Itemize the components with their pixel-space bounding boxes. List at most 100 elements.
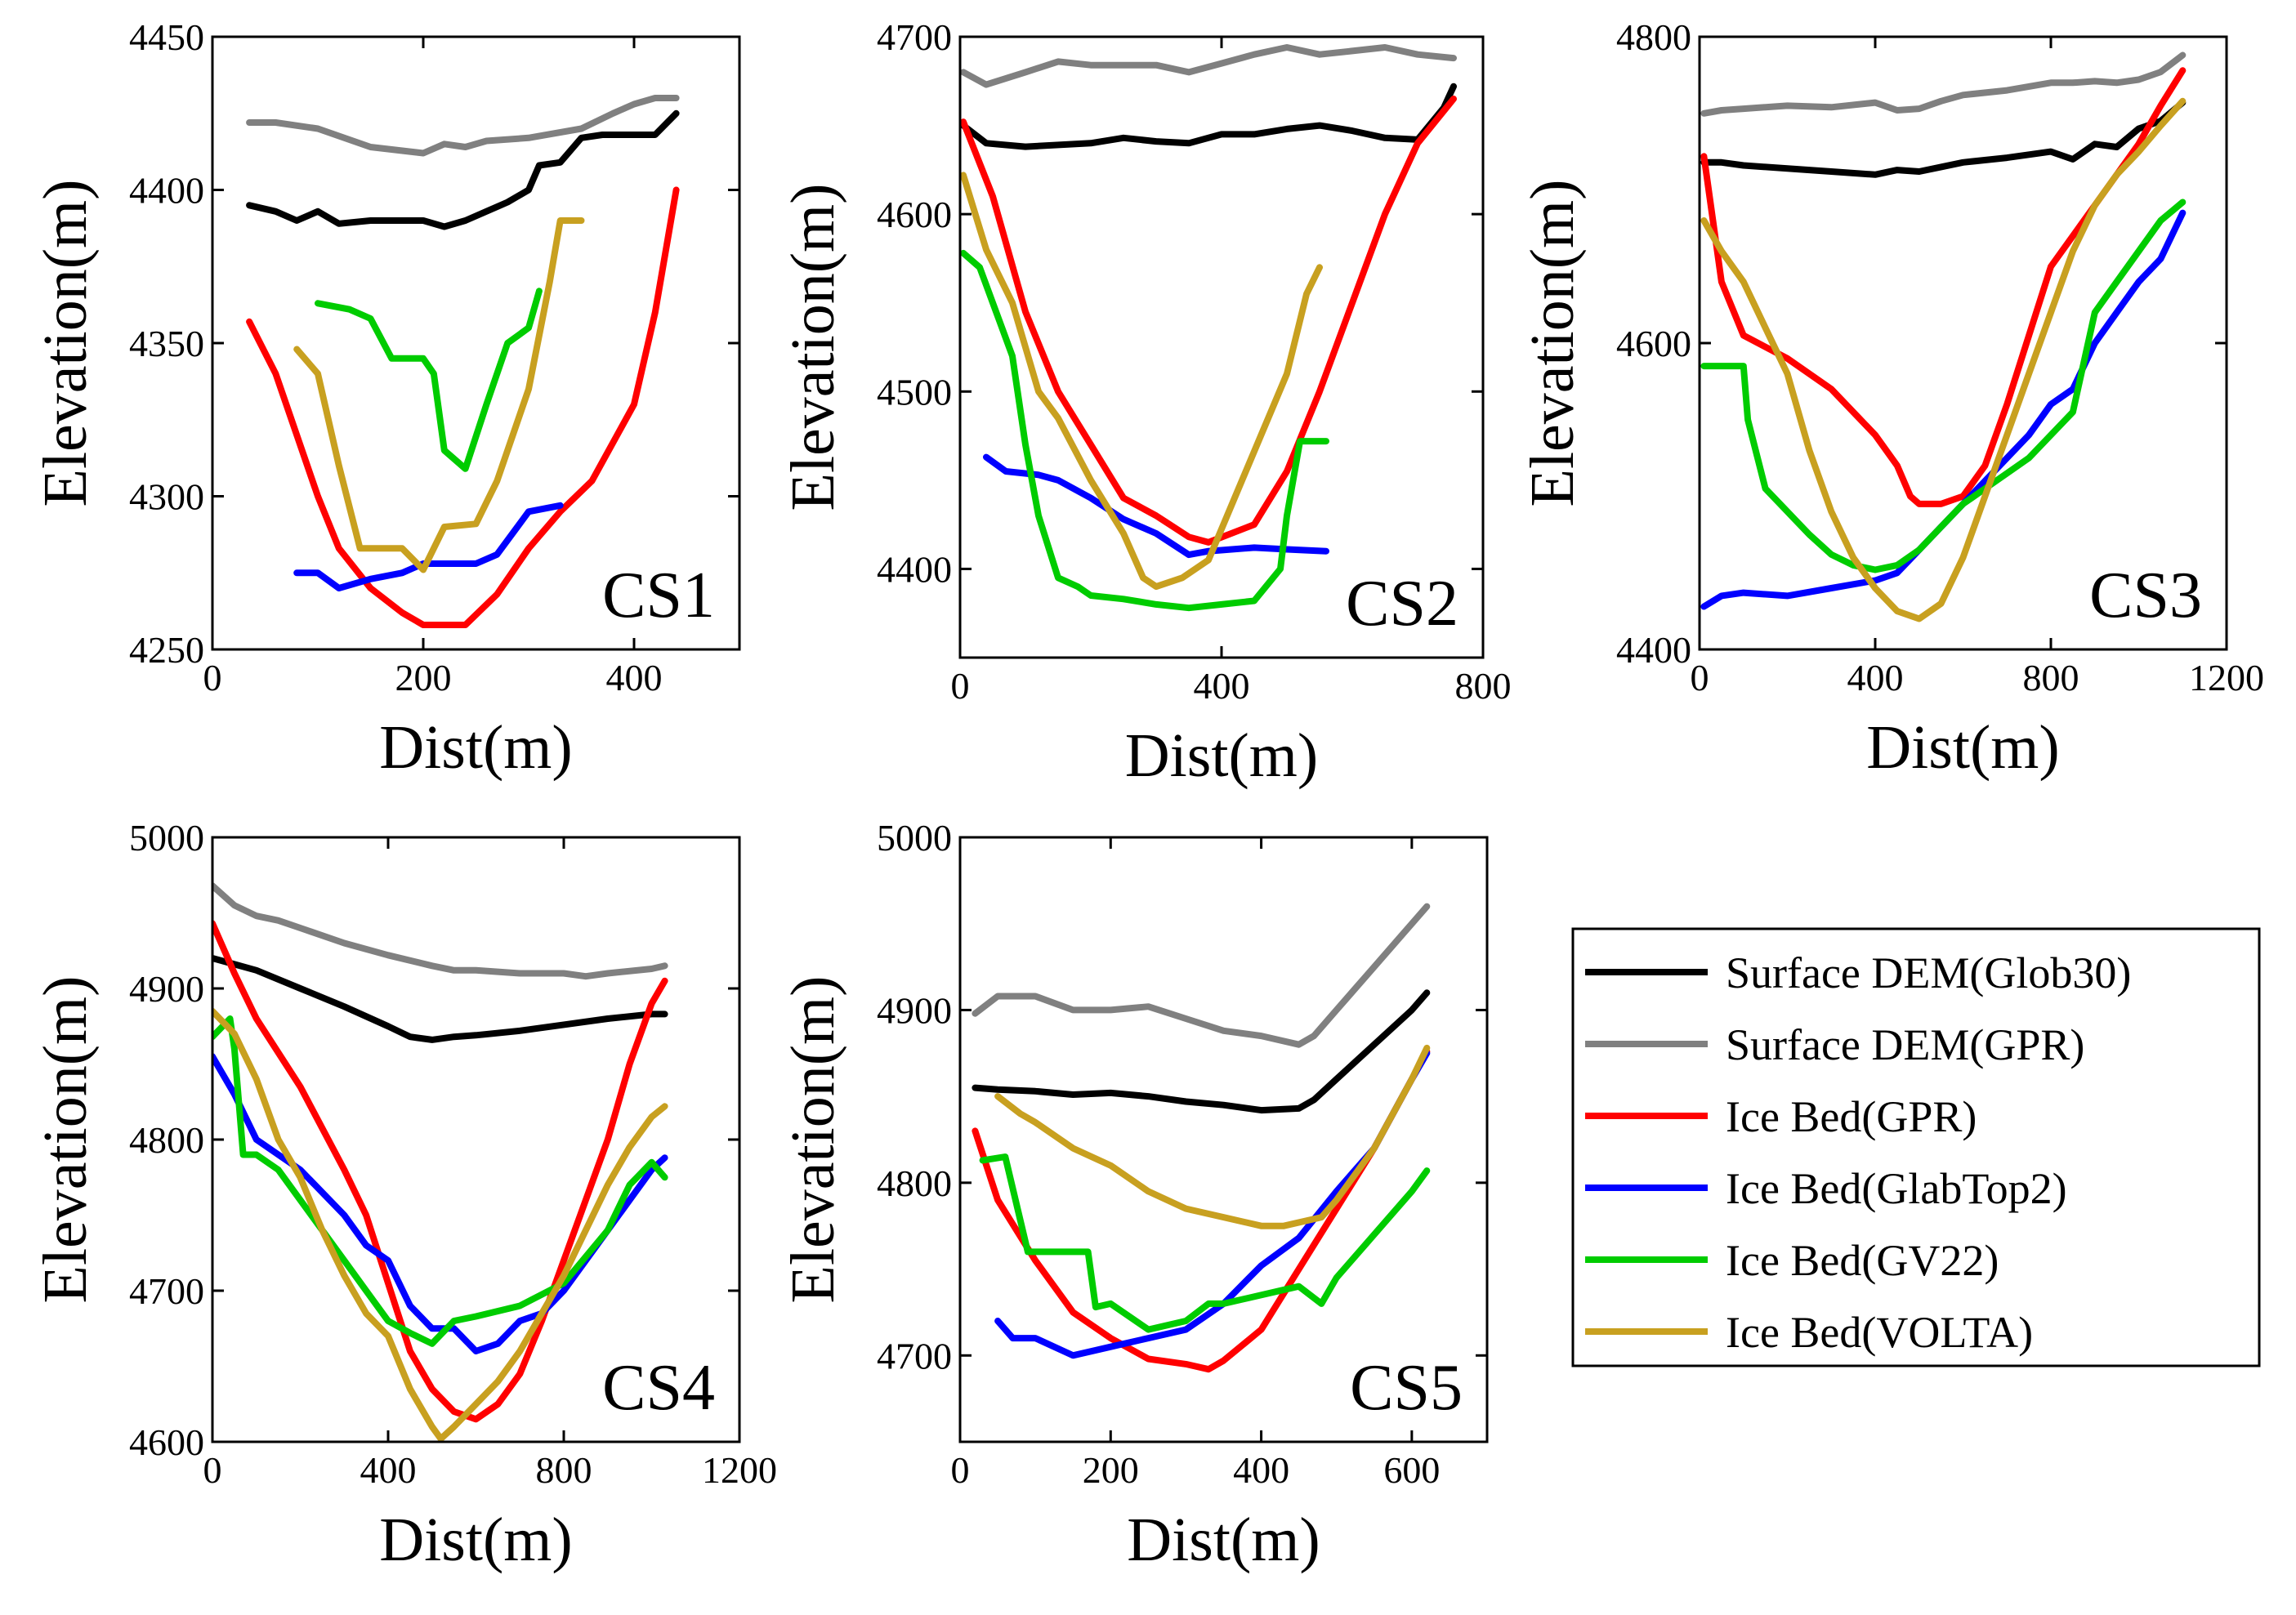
panel-cs2-y-tick-label: 4400: [877, 548, 952, 590]
panel-cs2-x-axis-title: Dist(m): [1125, 721, 1318, 790]
panel-cs2-label: CS2: [1346, 568, 1458, 640]
legend-item-ice-bed-gv22: Ice Bed(GV22): [1585, 1236, 1999, 1285]
legend-item-ice-bed-volta-label: Ice Bed(VOLTA): [1726, 1308, 2033, 1357]
legend-item-ice-bed-glabtop2-label: Ice Bed(GlabTop2): [1726, 1164, 2067, 1213]
legend-box: [1571, 927, 2261, 1367]
legend-item-ice-bed-gpr-label: Ice Bed(GPR): [1726, 1092, 1977, 1141]
panel-cs1-line-ice-bed-volta: [293, 217, 585, 573]
panel-cs4-line-ice-bed-gv22: [212, 1015, 668, 1347]
panel-cs3-line-ice-bed-gv22: [1700, 199, 2187, 573]
panel-cs3-line-surface-dem-gpr: [1700, 51, 2187, 117]
panel-cs1-x-axis-title: Dist(m): [379, 713, 572, 782]
panel-cs3-label: CS3: [2089, 560, 2202, 631]
panel-cs5-label: CS5: [1350, 1352, 1463, 1424]
panel-cs3: 0 400 800 1200 4400 4600 4800 Dist(m) Elevation(…: [1518, 16, 2264, 782]
panel-cs4-y-tick-label: 4900: [129, 968, 204, 1010]
panel-cs2-x-tick-label: 800: [1455, 665, 1512, 707]
panel-cs1-line-ice-bed-glabtop2: [293, 502, 564, 591]
panel-cs5-y-axis-title: Elevation(m): [779, 976, 847, 1304]
panel-cs4-x-tick-label: 1200: [702, 1449, 777, 1491]
panel-cs5-line-surface-dem-glob30: [972, 989, 1431, 1114]
panel-cs5-x-axis-title: Dist(m): [1127, 1506, 1320, 1574]
panel-cs5-line-ice-bed-glabtop2: [994, 1050, 1431, 1359]
panel-cs4-x-tick-label: 0: [203, 1449, 222, 1491]
panel-cs5-y-tick-label: 4900: [877, 989, 952, 1031]
panel-cs2-line-ice-bed-gv22: [960, 249, 1329, 612]
panel-cs5-y-tick-label: 5000: [877, 817, 952, 859]
panel-cs3-x-tick-label: 800: [2023, 657, 2079, 698]
legend-item-surface-dem-glob30-label: Surface DEM(Glob30): [1726, 948, 2131, 997]
legend-item-surface-dem-gpr: Surface DEM(GPR): [1585, 1020, 2084, 1069]
panel-cs1: 0 200 400 4250 4300 4350 4400 4450 Dist(m) Elevat…: [31, 16, 741, 782]
panel-cs1-y-tick-label: 4250: [129, 629, 204, 671]
panel-cs3-line-ice-bed-volta: [1700, 97, 2187, 622]
panel-cs3-x-tick-label: 400: [1847, 657, 1904, 698]
panel-cs5-line-ice-bed-volta: [994, 1044, 1431, 1229]
panel-cs3-y-axis-title: Elevation(m): [1518, 180, 1587, 507]
panel-cs4-x-tick-label: 800: [536, 1449, 592, 1491]
panel-cs3-x-tick-label: 0: [1691, 657, 1709, 698]
panel-cs5-frame: [958, 836, 1489, 1443]
panel-cs5-line-ice-bed-gv22: [979, 1153, 1431, 1333]
legend-item-ice-bed-gpr: Ice Bed(GPR): [1585, 1092, 1977, 1141]
panel-cs4-x-tick-label: 400: [360, 1449, 417, 1491]
panel-cs1-series-group: [246, 95, 680, 628]
panel-cs1-line-surface-dem-gpr: [246, 95, 680, 157]
panel-cs1-label: CS1: [602, 560, 715, 631]
panel-cs3-series-group: [1700, 51, 2187, 622]
panel-cs4: 0 400 800 1200 4600 4700 4800 4900 5000 Dist(m) El…: [31, 817, 777, 1574]
panel-cs2-line-surface-dem-glob30: [960, 83, 1457, 150]
legend: Surface DEM(Glob30) Surface DEM(GPR) Ice B…: [1571, 927, 2261, 1367]
panel-cs3-line-surface-dem-glob30: [1700, 99, 2187, 178]
panel-cs4-line-surface-dem-gpr: [212, 882, 668, 980]
panel-cs5-series-group: [972, 903, 1431, 1373]
panel-cs3-x-axis-title: Dist(m): [1866, 713, 2059, 782]
panel-cs2-x-tick-label: 400: [1194, 665, 1250, 707]
panel-cs5-y-tick-label: 4700: [877, 1335, 952, 1376]
panel-cs4-y-tick-label: 4800: [129, 1119, 204, 1161]
panel-cs2-x-tick-label: 0: [951, 665, 970, 707]
panel-cs4-line-ice-bed-volta: [212, 1007, 668, 1442]
panel-cs1-y-axis-title: Elevation(m): [31, 180, 100, 507]
panel-cs4-y-axis-title: Elevation(m): [31, 976, 100, 1304]
panel-cs5-line-surface-dem-gpr: [972, 903, 1431, 1048]
panel-cs1-x-tick-label: 400: [606, 657, 663, 698]
panel-cs1-line-ice-bed-gpr: [246, 186, 680, 628]
panel-cs1-y-tick-label: 4400: [129, 170, 204, 212]
panel-cs3-y-tick-label: 4400: [1616, 629, 1691, 671]
legend-item-surface-dem-gpr-label: Surface DEM(GPR): [1726, 1020, 2084, 1069]
panel-cs5-y-tick-label: 4800: [877, 1162, 952, 1204]
panel-cs4-y-tick-label: 4700: [129, 1270, 204, 1312]
panel-cs4-y-tick-label: 5000: [129, 817, 204, 859]
panel-cs2-y-tick-label: 4700: [877, 16, 952, 58]
panel-cs4-line-surface-dem-glob30: [212, 955, 668, 1043]
panel-cs3-x-tick-label: 1200: [2189, 657, 2264, 698]
panel-cs5: 0 200 400 600 4700 4800 4900 5000 Dist(m) Elevati…: [779, 817, 1489, 1574]
panel-cs2-y-tick-label: 4600: [877, 194, 952, 235]
panel-cs4-x-axis-title: Dist(m): [379, 1506, 572, 1574]
panel-cs5-x-tick-label: 200: [1083, 1449, 1139, 1491]
legend-item-ice-bed-gv22-label: Ice Bed(GV22): [1726, 1236, 1999, 1285]
panel-cs2-line-surface-dem-gpr: [960, 44, 1457, 88]
panel-cs4-label: CS4: [602, 1352, 715, 1424]
panel-cs2-y-tick-label: 4500: [877, 371, 952, 413]
panel-cs1-x-tick-label: 200: [395, 657, 452, 698]
panel-cs1-x-tick-label: 0: [203, 657, 222, 698]
panel-cs4-y-tick-label: 4600: [129, 1421, 204, 1463]
panel-cs4-series-group: [212, 882, 668, 1442]
panel-cs5-x-tick-label: 0: [951, 1449, 970, 1491]
panel-cs2: 0 400 800 4400 4500 4600 4700 Dist(m) Elevation(…: [779, 16, 1512, 790]
panel-cs3-y-tick-label: 4600: [1616, 323, 1691, 364]
panel-cs3-y-tick-label: 4800: [1616, 16, 1691, 58]
panel-cs1-line-surface-dem-glob30: [246, 109, 680, 230]
panel-cs3-line-ice-bed-glabtop2: [1700, 209, 2187, 610]
panel-cs2-line-ice-bed-gpr: [960, 96, 1457, 546]
panel-cs1-line-ice-bed-gv22: [315, 288, 543, 472]
legend-item-surface-dem-glob30: Surface DEM(Glob30): [1585, 948, 2131, 997]
panel-cs2-series-group: [960, 44, 1457, 612]
panel-cs1-y-tick-label: 4300: [129, 476, 204, 518]
panel-cs5-x-tick-label: 600: [1383, 1449, 1440, 1491]
legend-item-ice-bed-volta: Ice Bed(VOLTA): [1585, 1308, 2033, 1357]
panel-cs2-line-ice-bed-volta: [960, 172, 1323, 591]
